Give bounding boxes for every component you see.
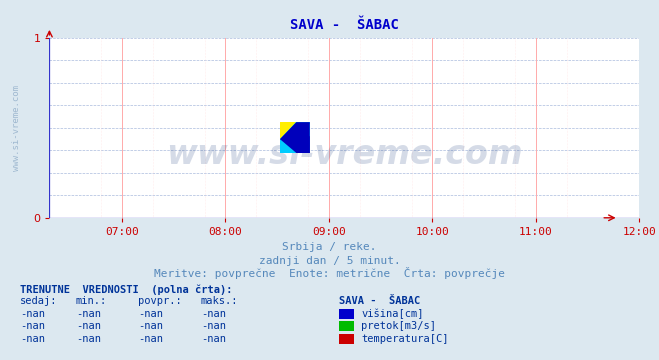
Text: -nan: -nan xyxy=(201,309,226,319)
Polygon shape xyxy=(280,122,310,153)
Text: -nan: -nan xyxy=(201,321,226,332)
Text: maks.:: maks.: xyxy=(201,296,239,306)
Polygon shape xyxy=(280,122,310,153)
Text: -nan: -nan xyxy=(201,334,226,344)
Text: -nan: -nan xyxy=(76,321,101,332)
Text: višina[cm]: višina[cm] xyxy=(361,309,424,319)
Text: povpr.:: povpr.: xyxy=(138,296,182,306)
Text: -nan: -nan xyxy=(20,334,45,344)
Title: SAVA -  ŠABAC: SAVA - ŠABAC xyxy=(290,18,399,32)
Text: www.si-vreme.com: www.si-vreme.com xyxy=(13,85,22,171)
Text: -nan: -nan xyxy=(76,334,101,344)
Text: -nan: -nan xyxy=(138,334,163,344)
Text: www.si-vreme.com: www.si-vreme.com xyxy=(166,138,523,171)
Text: -nan: -nan xyxy=(20,309,45,319)
Text: zadnji dan / 5 minut.: zadnji dan / 5 minut. xyxy=(258,256,401,266)
Text: -nan: -nan xyxy=(138,321,163,332)
Text: -nan: -nan xyxy=(76,309,101,319)
Text: temperatura[C]: temperatura[C] xyxy=(361,334,449,344)
Text: -nan: -nan xyxy=(20,321,45,332)
Text: -nan: -nan xyxy=(138,309,163,319)
Text: TRENUTNE  VREDNOSTI  (polna črta):: TRENUTNE VREDNOSTI (polna črta): xyxy=(20,285,232,296)
Text: min.:: min.: xyxy=(76,296,107,306)
Text: sedaj:: sedaj: xyxy=(20,296,57,306)
Polygon shape xyxy=(280,122,297,139)
Text: Meritve: povprečne  Enote: metrične  Črta: povprečje: Meritve: povprečne Enote: metrične Črta:… xyxy=(154,267,505,279)
Text: SAVA -  ŠABAC: SAVA - ŠABAC xyxy=(339,296,420,306)
Text: Srbija / reke.: Srbija / reke. xyxy=(282,242,377,252)
Polygon shape xyxy=(280,122,310,153)
Text: pretok[m3/s]: pretok[m3/s] xyxy=(361,321,436,332)
